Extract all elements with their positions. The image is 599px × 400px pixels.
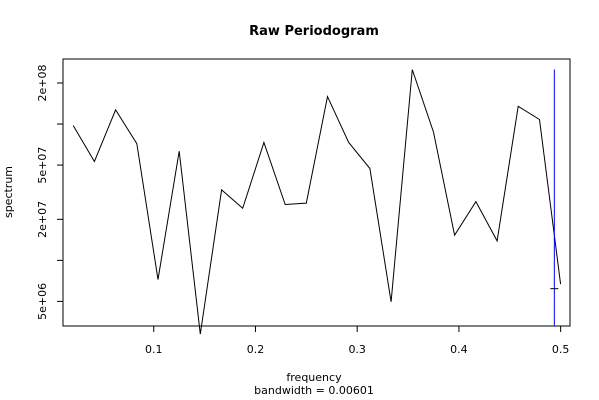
x-tick-label: 0.5	[552, 343, 570, 356]
y-axis-label: spectrum	[2, 166, 15, 218]
y-tick-label: 5e+07	[36, 147, 49, 184]
x-tick-label: 0.1	[145, 343, 163, 356]
y-tick-label: 2e+07	[36, 201, 49, 238]
chart-title: Raw Periodogram	[249, 24, 379, 39]
series-line-spectrum	[72, 69, 562, 335]
plot-frame	[62, 58, 571, 327]
y-axis: 5e+06 2e+07 5e+07 2e+08	[36, 65, 63, 320]
y-tick-label: 2e+08	[36, 65, 49, 102]
bandwidth-label: bandwidth = 0.00601	[254, 384, 374, 397]
x-tick-label: 0.3	[348, 343, 366, 356]
y-tick-label: 5e+06	[36, 283, 49, 320]
x-tick-label: 0.2	[247, 343, 265, 356]
x-axis-label: frequency	[286, 371, 342, 384]
x-axis: 0.1 0.2 0.3 0.4 0.5	[145, 326, 569, 356]
x-tick-label: 0.4	[450, 343, 468, 356]
